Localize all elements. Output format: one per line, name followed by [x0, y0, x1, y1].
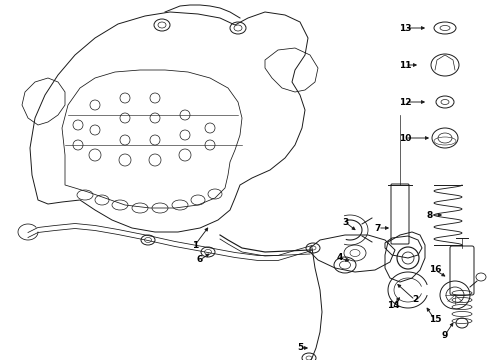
Text: 6: 6 — [197, 256, 203, 265]
Text: 3: 3 — [342, 217, 348, 226]
Text: 4: 4 — [337, 253, 343, 262]
Text: 7: 7 — [375, 224, 381, 233]
Text: 16: 16 — [429, 266, 441, 274]
Text: 11: 11 — [399, 60, 411, 69]
Text: 10: 10 — [399, 134, 411, 143]
Text: 14: 14 — [387, 301, 399, 310]
Text: 15: 15 — [429, 315, 441, 324]
Text: 8: 8 — [427, 211, 433, 220]
Text: 2: 2 — [412, 296, 418, 305]
Text: 5: 5 — [297, 343, 303, 352]
Text: 1: 1 — [192, 240, 198, 249]
Text: 12: 12 — [399, 98, 411, 107]
Text: 13: 13 — [399, 23, 411, 32]
Text: 9: 9 — [442, 330, 448, 339]
